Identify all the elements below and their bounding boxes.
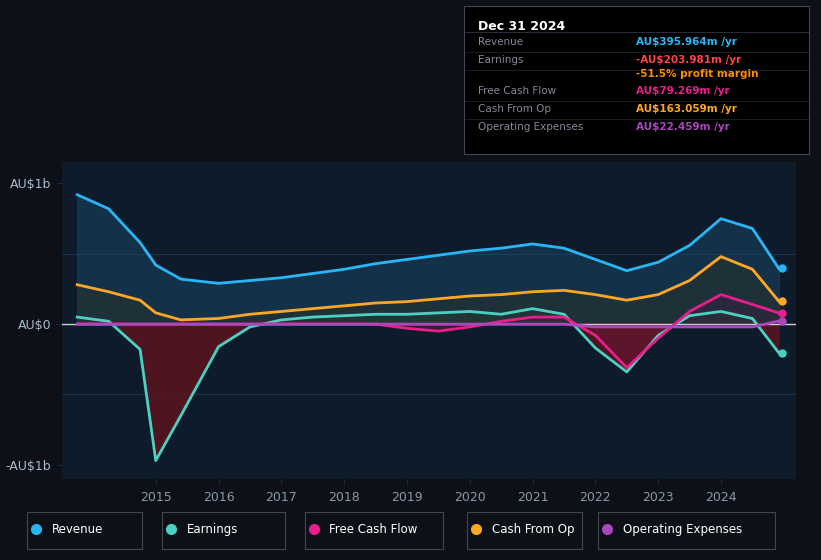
Text: Revenue: Revenue (52, 522, 103, 536)
FancyBboxPatch shape (27, 512, 142, 549)
Text: AU$22.459m /yr: AU$22.459m /yr (636, 122, 730, 132)
Text: Cash From Op: Cash From Op (478, 104, 551, 114)
FancyBboxPatch shape (598, 512, 775, 549)
Text: Operating Expenses: Operating Expenses (623, 522, 742, 536)
Text: Operating Expenses: Operating Expenses (478, 122, 583, 132)
FancyBboxPatch shape (467, 512, 582, 549)
Text: Free Cash Flow: Free Cash Flow (478, 86, 556, 96)
FancyBboxPatch shape (162, 512, 285, 549)
Text: Dec 31 2024: Dec 31 2024 (478, 21, 565, 34)
Text: Cash From Op: Cash From Op (492, 522, 574, 536)
FancyBboxPatch shape (305, 512, 443, 549)
Text: Revenue: Revenue (478, 37, 523, 47)
Text: -51.5% profit margin: -51.5% profit margin (636, 69, 759, 80)
Text: -AU$203.981m /yr: -AU$203.981m /yr (636, 55, 741, 66)
Text: AU$395.964m /yr: AU$395.964m /yr (636, 37, 737, 47)
Text: Earnings: Earnings (478, 55, 523, 66)
Text: Free Cash Flow: Free Cash Flow (329, 522, 418, 536)
Text: Earnings: Earnings (186, 522, 238, 536)
Text: AU$79.269m /yr: AU$79.269m /yr (636, 86, 730, 96)
Text: AU$163.059m /yr: AU$163.059m /yr (636, 104, 737, 114)
